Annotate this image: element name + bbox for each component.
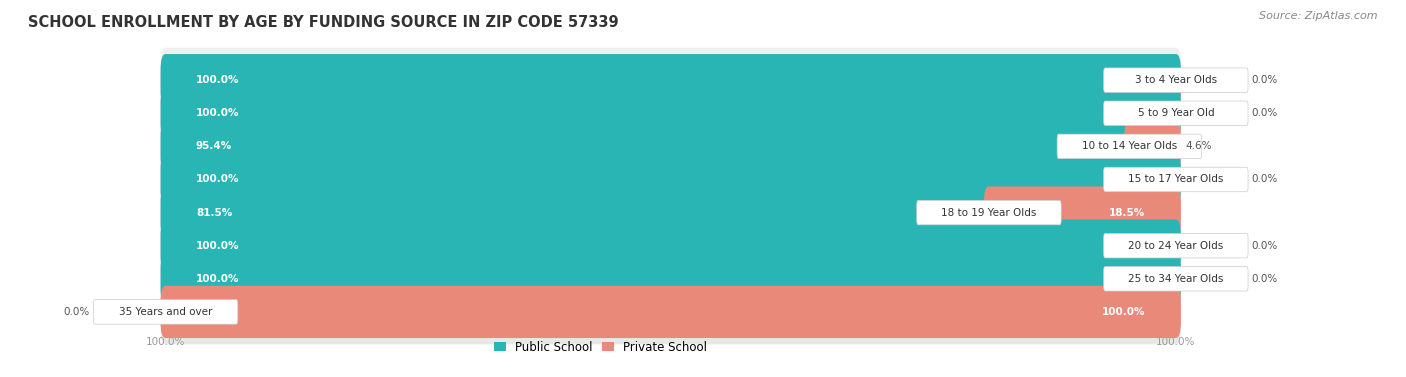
- FancyBboxPatch shape: [160, 147, 1181, 212]
- FancyBboxPatch shape: [160, 253, 1181, 305]
- FancyBboxPatch shape: [160, 213, 1181, 278]
- FancyBboxPatch shape: [1104, 68, 1249, 92]
- Text: 0.0%: 0.0%: [1251, 241, 1278, 251]
- FancyBboxPatch shape: [160, 54, 1181, 106]
- Text: 0.0%: 0.0%: [1251, 108, 1278, 118]
- Text: 35 Years and over: 35 Years and over: [120, 307, 212, 317]
- Text: 0.0%: 0.0%: [1251, 75, 1278, 85]
- Text: 100.0%: 100.0%: [195, 75, 239, 85]
- FancyBboxPatch shape: [160, 286, 1181, 338]
- Text: 18.5%: 18.5%: [1109, 208, 1146, 218]
- Text: 100.0%: 100.0%: [195, 175, 239, 184]
- FancyBboxPatch shape: [917, 200, 1062, 225]
- Text: 81.5%: 81.5%: [195, 208, 232, 218]
- FancyBboxPatch shape: [160, 87, 1181, 139]
- FancyBboxPatch shape: [1104, 267, 1249, 291]
- FancyBboxPatch shape: [160, 153, 1181, 205]
- Text: 100.0%: 100.0%: [1102, 307, 1146, 317]
- Text: 15 to 17 Year Olds: 15 to 17 Year Olds: [1128, 175, 1223, 184]
- Text: 20 to 24 Year Olds: 20 to 24 Year Olds: [1128, 241, 1223, 251]
- FancyBboxPatch shape: [93, 300, 238, 324]
- FancyBboxPatch shape: [984, 187, 1181, 239]
- FancyBboxPatch shape: [160, 48, 1181, 113]
- Text: 95.4%: 95.4%: [195, 141, 232, 152]
- FancyBboxPatch shape: [160, 187, 994, 239]
- Text: 10 to 14 Year Olds: 10 to 14 Year Olds: [1081, 141, 1177, 152]
- FancyBboxPatch shape: [1104, 167, 1249, 192]
- Text: 100.0%: 100.0%: [195, 108, 239, 118]
- Text: 5 to 9 Year Old: 5 to 9 Year Old: [1137, 108, 1215, 118]
- FancyBboxPatch shape: [160, 180, 1181, 245]
- FancyBboxPatch shape: [1104, 101, 1249, 126]
- FancyBboxPatch shape: [160, 279, 1181, 344]
- Text: Source: ZipAtlas.com: Source: ZipAtlas.com: [1260, 11, 1378, 21]
- Text: 100.0%: 100.0%: [195, 241, 239, 251]
- FancyBboxPatch shape: [160, 81, 1181, 146]
- Legend: Public School, Private School: Public School, Private School: [489, 336, 711, 359]
- Text: 25 to 34 Year Olds: 25 to 34 Year Olds: [1128, 274, 1223, 284]
- FancyBboxPatch shape: [1057, 134, 1202, 159]
- Text: 0.0%: 0.0%: [1251, 175, 1278, 184]
- FancyBboxPatch shape: [1104, 233, 1249, 258]
- Text: 0.0%: 0.0%: [63, 307, 90, 317]
- FancyBboxPatch shape: [160, 120, 1135, 173]
- Text: 100.0%: 100.0%: [195, 274, 239, 284]
- Text: SCHOOL ENROLLMENT BY AGE BY FUNDING SOURCE IN ZIP CODE 57339: SCHOOL ENROLLMENT BY AGE BY FUNDING SOUR…: [28, 15, 619, 30]
- Text: 0.0%: 0.0%: [1251, 274, 1278, 284]
- FancyBboxPatch shape: [160, 114, 1181, 179]
- Text: 3 to 4 Year Olds: 3 to 4 Year Olds: [1135, 75, 1218, 85]
- FancyBboxPatch shape: [160, 246, 1181, 311]
- Text: 4.6%: 4.6%: [1185, 141, 1212, 152]
- FancyBboxPatch shape: [1125, 120, 1181, 173]
- FancyBboxPatch shape: [160, 219, 1181, 272]
- Text: 18 to 19 Year Olds: 18 to 19 Year Olds: [941, 208, 1036, 218]
